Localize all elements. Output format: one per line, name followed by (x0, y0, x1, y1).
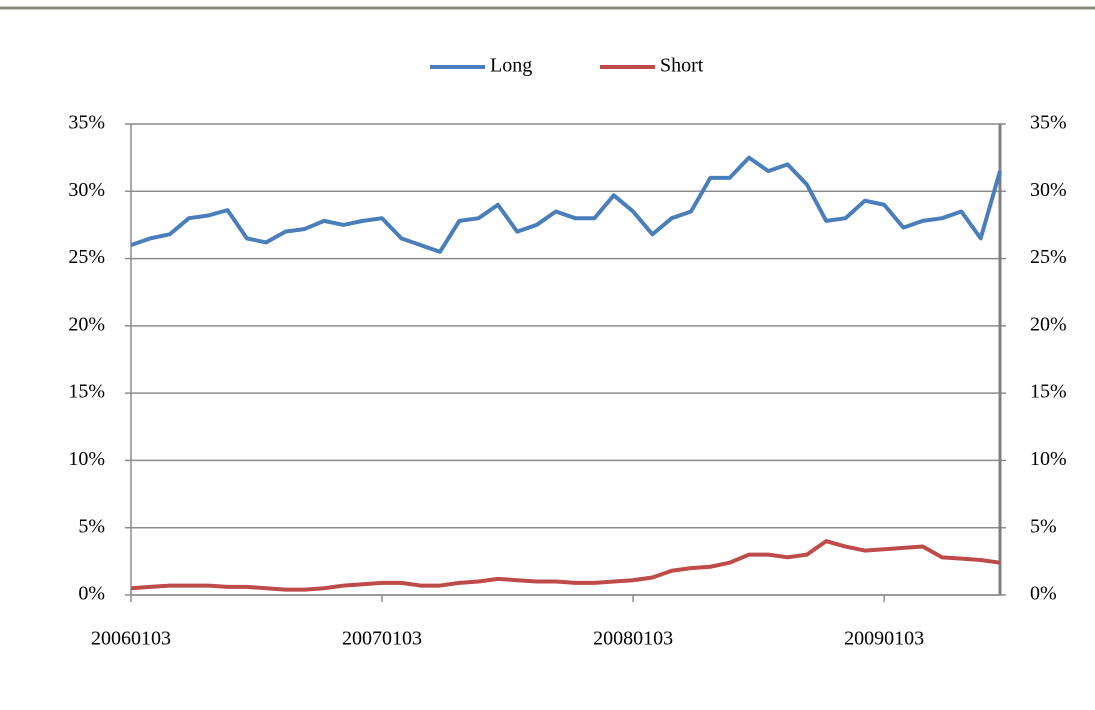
y-tick-label: 30% (68, 179, 105, 201)
y2-tick-label: 15% (1030, 381, 1067, 403)
x-tick-label: 20080103 (593, 628, 673, 650)
y-tick-label: 10% (68, 448, 105, 470)
y2-tick-label: 30% (1030, 179, 1067, 201)
legend-label: Long (490, 55, 532, 77)
y2-tick-label: 20% (1030, 313, 1067, 335)
y-tick-label: 5% (78, 515, 105, 537)
y-tick-label: 20% (68, 313, 105, 335)
series-line (130, 155, 1002, 254)
series-line (130, 539, 1001, 592)
y2-tick-label: 25% (1030, 246, 1067, 268)
y2-tick-label: 5% (1030, 515, 1057, 537)
y-tick-label: 35% (68, 112, 105, 134)
y2-tick-label: 35% (1030, 112, 1067, 134)
y-tick-label: 25% (68, 246, 105, 268)
x-tick-label: 20070103 (342, 628, 422, 650)
x-tick-label: 20090103 (844, 628, 924, 650)
y2-tick-label: 0% (1030, 583, 1057, 605)
x-tick-label: 20060103 (91, 628, 171, 650)
legend-label: Short (660, 55, 704, 77)
y2-tick-label: 10% (1030, 448, 1067, 470)
y-tick-label: 0% (78, 583, 105, 605)
y-tick-label: 15% (68, 381, 105, 403)
